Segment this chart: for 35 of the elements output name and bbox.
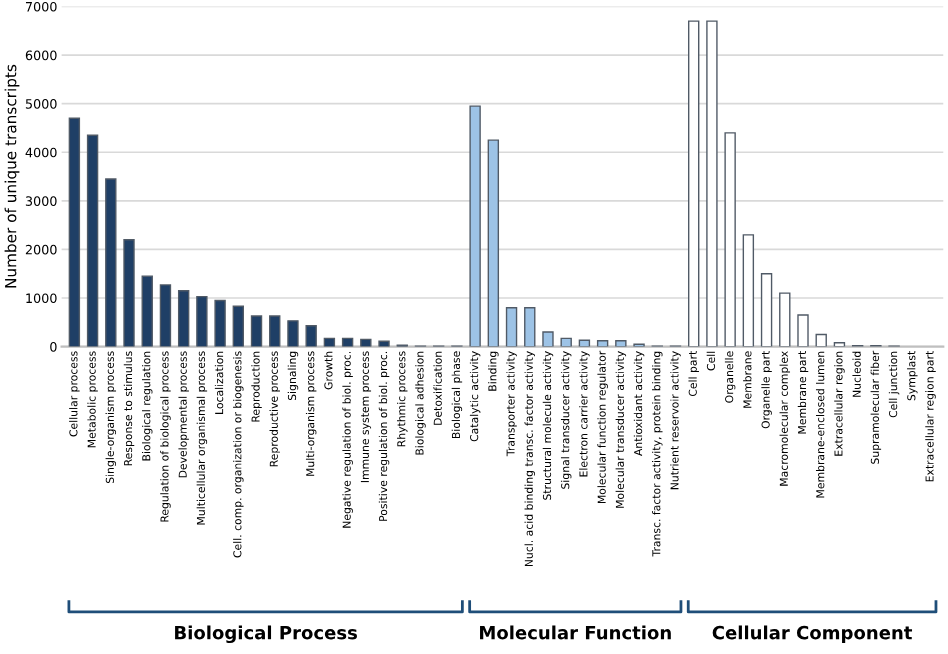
bar	[378, 340, 390, 347]
bar	[524, 307, 536, 347]
bar	[305, 325, 317, 347]
bar	[105, 178, 117, 347]
bar	[542, 331, 554, 347]
bar	[742, 234, 755, 347]
text: Molecular Function	[480, 625, 671, 640]
bar	[615, 340, 627, 347]
bar	[232, 305, 245, 347]
bar	[123, 239, 135, 347]
bar	[596, 340, 609, 347]
bar	[688, 20, 700, 347]
bar	[706, 20, 718, 347]
bar	[779, 292, 791, 347]
bar	[487, 139, 500, 347]
bar	[86, 134, 99, 347]
bar	[505, 307, 518, 347]
bar	[68, 117, 81, 347]
bar	[760, 273, 773, 347]
bar	[797, 314, 809, 347]
bar	[159, 284, 172, 347]
bar	[196, 295, 208, 347]
bar	[250, 315, 263, 347]
bar	[360, 338, 372, 347]
bar	[469, 105, 481, 347]
text: Biological Process	[175, 625, 357, 644]
bar	[269, 315, 281, 347]
bar	[214, 299, 226, 347]
bar	[287, 320, 299, 347]
bar	[141, 275, 153, 347]
bar	[560, 337, 572, 347]
text: Cellular Component	[712, 625, 913, 643]
bar	[724, 132, 736, 347]
bar	[815, 333, 827, 347]
bar	[177, 290, 190, 347]
